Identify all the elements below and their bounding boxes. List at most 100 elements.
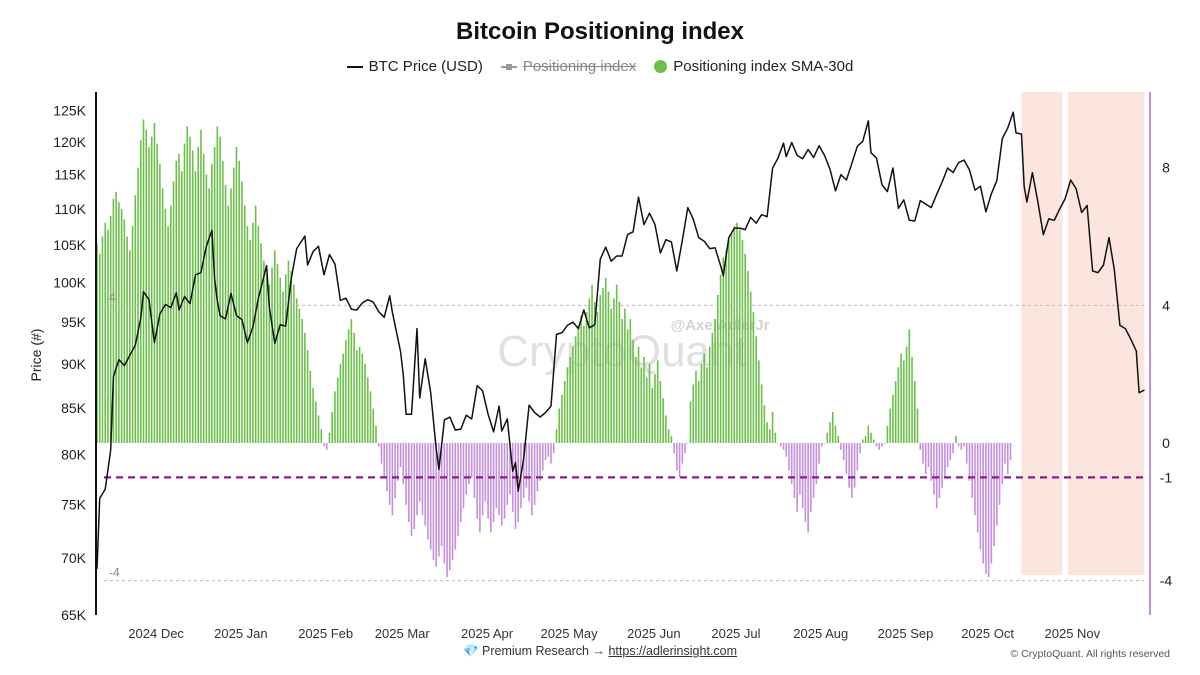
sma-bar <box>728 239 730 443</box>
sma-bar <box>667 429 670 443</box>
y-left-tick-label: 115K <box>54 167 86 183</box>
sma-bar <box>263 260 265 443</box>
sma-bar <box>799 442 801 495</box>
sma-bar <box>771 411 774 443</box>
y-left-tick-label: 125K <box>53 102 86 118</box>
y-left-tick-label: 95K <box>61 314 87 330</box>
sma-bar <box>998 442 1001 505</box>
x-tick-label: 2025 May <box>541 626 599 641</box>
sma-bar <box>913 381 916 443</box>
sma-bar <box>293 284 295 443</box>
sma-bar <box>826 432 829 443</box>
sma-bar <box>470 442 473 478</box>
y-left-tick-label: 65K <box>61 607 87 623</box>
sma-bar <box>848 442 850 488</box>
sma-bar <box>306 350 309 443</box>
sma-bar <box>1006 442 1009 474</box>
sma-bar <box>427 442 429 540</box>
sma-bar <box>514 442 517 529</box>
green-dot-icon <box>654 60 668 73</box>
y-right-tick-label: 0 <box>1162 435 1170 451</box>
sma-bar <box>386 442 388 492</box>
y-left-tick-label: 75K <box>61 497 87 513</box>
sma-bar <box>629 319 632 443</box>
sma-bar <box>820 442 823 447</box>
sma-bar <box>591 284 593 443</box>
sma-bar <box>719 274 722 443</box>
reference-line-label: 4 <box>109 290 116 304</box>
sma-bar <box>194 171 197 443</box>
sma-bar <box>755 336 757 443</box>
sma-bar <box>104 222 107 443</box>
sma-bar <box>654 374 656 443</box>
sma-bar <box>864 436 867 443</box>
y-axis-label: Price (#) <box>28 329 44 382</box>
sma-bar <box>1004 442 1006 464</box>
legend-item-btc-price[interactable]: BTC Price (USD) <box>346 58 483 75</box>
sma-bar <box>747 270 749 443</box>
x-tick-label: 2025 Jan <box>214 626 268 641</box>
legend-item-sma[interactable]: Positioning index SMA-30d <box>654 58 853 75</box>
sma-bar <box>345 339 347 443</box>
sma-bar <box>673 442 675 454</box>
sma-bar <box>145 129 148 443</box>
dash-square-swatch-icon <box>500 63 517 70</box>
sma-bar <box>963 442 965 447</box>
sma-bar <box>372 408 375 443</box>
sma-bar <box>815 442 818 485</box>
sma-bar <box>987 442 990 578</box>
sma-bar <box>602 288 604 443</box>
sma-bar <box>801 442 804 509</box>
sma-bar <box>971 442 974 499</box>
y-axis-right: 8 4 0 -1 -4 <box>1160 160 1173 589</box>
sma-bar <box>796 442 798 512</box>
sma-bar <box>476 442 478 519</box>
sma-bar <box>260 243 262 443</box>
sma-bar <box>738 229 741 443</box>
sma-bar <box>533 442 536 505</box>
sma-bar <box>974 442 976 516</box>
sma-bar <box>700 363 703 443</box>
sma-bar <box>558 408 561 443</box>
sma-bar <box>752 312 755 443</box>
sma-bar <box>777 442 779 444</box>
sma-bar <box>842 442 845 461</box>
sma-bar <box>662 398 664 443</box>
sma-bar <box>484 442 487 502</box>
sma-bar <box>758 360 760 443</box>
sma-bar <box>112 198 115 443</box>
sma-bar <box>580 315 582 443</box>
sma-bar <box>640 367 643 443</box>
sma-bar <box>443 442 446 564</box>
sma-bar <box>440 442 443 547</box>
sma-bar <box>957 442 960 447</box>
sma-bar <box>356 350 358 443</box>
sma-bar <box>265 274 268 443</box>
sma-bar <box>134 195 137 443</box>
sma-bar <box>200 129 202 443</box>
sma-bar <box>315 401 317 443</box>
sma-bar <box>416 442 418 516</box>
sma-bar <box>388 442 391 505</box>
footer-research-link[interactable]: https://adlerinsight.com <box>608 644 738 658</box>
sma-bar <box>856 442 859 471</box>
sma-bar <box>517 442 519 523</box>
sma-bar <box>405 442 407 505</box>
sma-bar <box>763 405 766 443</box>
sma-bar <box>331 411 334 443</box>
shaded-regions <box>1021 92 1145 575</box>
sma-bar <box>468 442 470 485</box>
sma-bar <box>238 160 241 443</box>
sma-bar <box>949 442 952 461</box>
sma-bar <box>101 236 104 443</box>
sma-bar <box>577 325 580 443</box>
sma-bar <box>175 160 178 443</box>
legend-item-positioning-index[interactable]: Positioning index <box>500 58 636 75</box>
sma-bar <box>938 442 941 499</box>
sma-bar <box>462 442 465 509</box>
sma-bar <box>837 436 840 443</box>
x-tick-label: 2025 Feb <box>298 626 353 641</box>
sma-bars <box>96 119 1012 578</box>
y-left-tick-label: 110K <box>54 201 86 217</box>
sma-bar <box>380 442 383 464</box>
